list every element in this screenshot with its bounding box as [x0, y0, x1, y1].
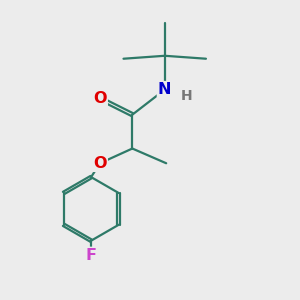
Text: O: O [93, 91, 107, 106]
Text: O: O [93, 156, 107, 171]
Text: H: H [181, 88, 193, 103]
Text: N: N [158, 82, 172, 97]
Text: F: F [85, 248, 97, 263]
